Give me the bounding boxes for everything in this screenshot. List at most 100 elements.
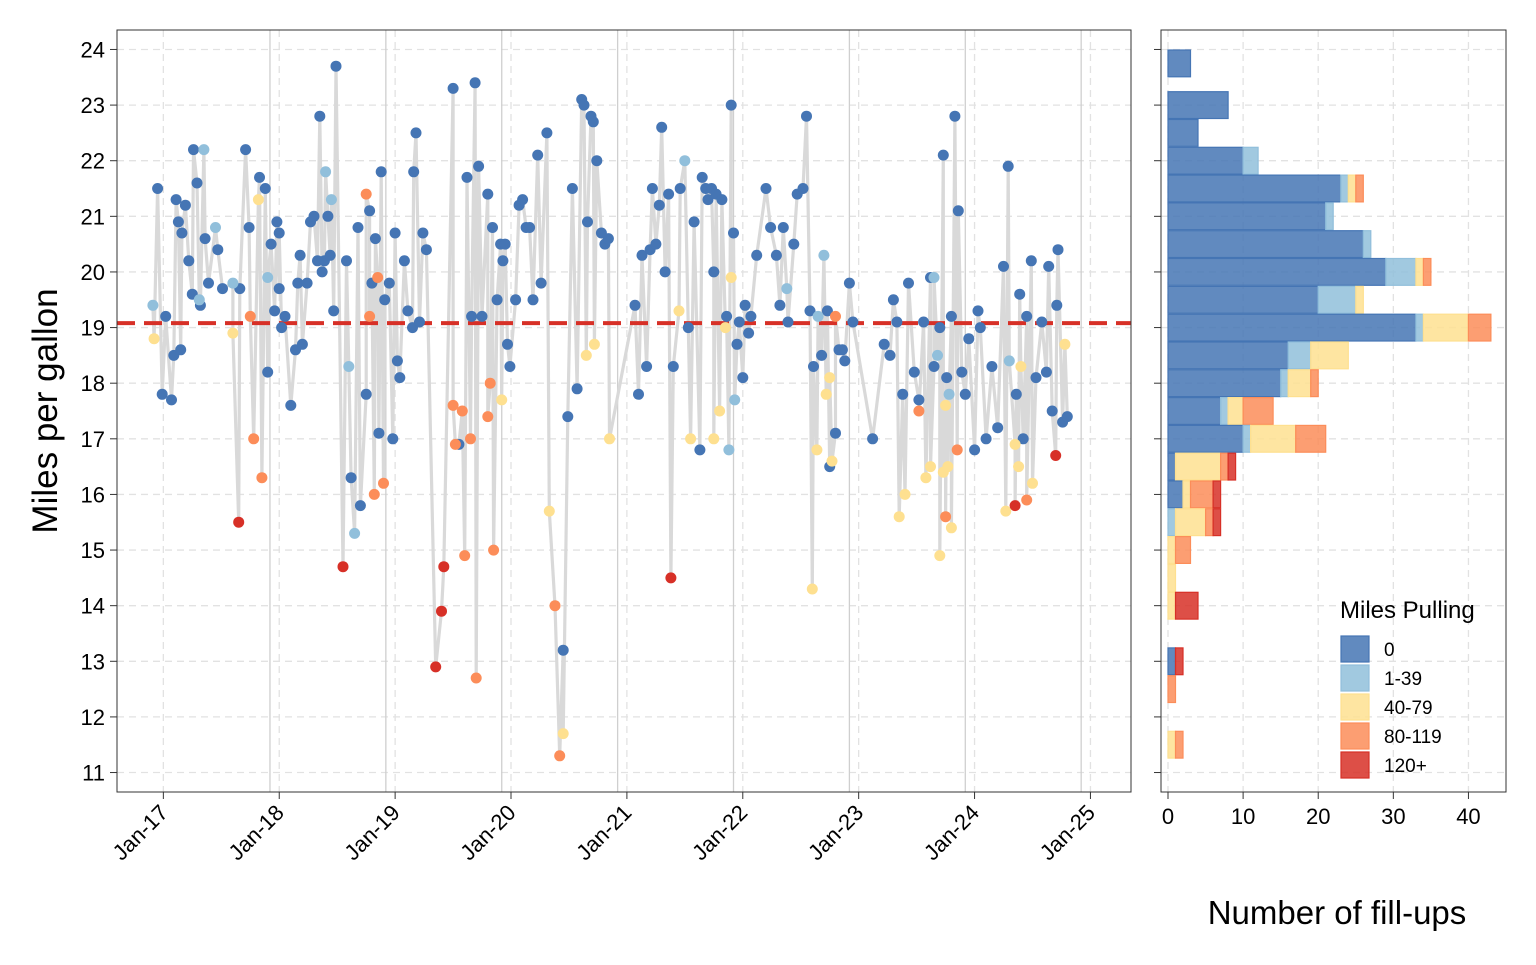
data-point-0 xyxy=(188,144,199,156)
data-point-1-39 xyxy=(325,194,337,206)
data-point-40-79 xyxy=(580,349,592,361)
data-point-0 xyxy=(524,222,536,233)
data-point-0 xyxy=(341,255,352,267)
data-point-0 xyxy=(527,294,539,306)
data-point-0 xyxy=(1051,299,1063,311)
data-point-40-79 xyxy=(588,338,600,350)
data-point-0 xyxy=(633,388,644,400)
data-point-80-119 xyxy=(830,310,841,322)
data-point-120+ xyxy=(1009,500,1021,512)
data-point-0 xyxy=(1061,411,1073,423)
scatter-frame xyxy=(116,29,1132,793)
data-point-0 xyxy=(373,427,385,439)
data-point-80-119 xyxy=(248,433,260,445)
data-point-40-79 xyxy=(708,433,720,445)
data-point-0 xyxy=(497,255,509,267)
data-point-0 xyxy=(836,344,848,356)
data-point-0 xyxy=(972,305,984,317)
data-point-0 xyxy=(487,222,498,233)
data-point-0 xyxy=(1043,260,1055,272)
y-tick-label: 15 xyxy=(81,538,105,563)
data-point-40-79 xyxy=(604,433,615,445)
y-tick-label: 12 xyxy=(81,705,105,730)
data-point-0 xyxy=(980,433,992,445)
hist-bar-0 xyxy=(1167,257,1387,286)
data-point-0 xyxy=(650,238,662,250)
data-point-0 xyxy=(269,305,281,317)
data-point-0 xyxy=(959,388,971,400)
data-point-0 xyxy=(777,222,789,233)
histogram-panel: 0 10 20 30 40 Number of fill-ups Miles Pulli… xyxy=(1154,29,1507,931)
data-point-1-39 xyxy=(723,444,735,456)
y-tick-label: 13 xyxy=(81,649,105,674)
data-point-80-119 xyxy=(447,399,459,411)
hist-bar-0 xyxy=(1167,424,1244,453)
data-point-1-39 xyxy=(932,349,943,361)
hist-bar-80-119 xyxy=(1174,730,1184,759)
data-point-0 xyxy=(739,299,751,311)
data-point-0 xyxy=(839,355,851,367)
data-point-0 xyxy=(541,127,553,139)
data-point-80-119 xyxy=(484,377,496,389)
data-point-0 xyxy=(354,500,366,512)
hist-bar-0 xyxy=(1167,452,1177,481)
data-point-0 xyxy=(420,244,432,256)
data-point-0 xyxy=(285,399,297,411)
y-tick-label: 18 xyxy=(81,371,105,396)
data-point-40-79 xyxy=(925,461,936,473)
legend-label: 40-79 xyxy=(1384,698,1433,719)
data-point-1-39 xyxy=(349,527,361,539)
hist-bar-80-119 xyxy=(1204,508,1214,537)
data-point-0 xyxy=(897,388,909,400)
data-point-80-119 xyxy=(554,750,566,762)
hist-bar-1-39 xyxy=(1325,202,1334,231)
hist-bar-120+ xyxy=(1212,480,1222,509)
data-point-120+ xyxy=(233,516,245,528)
data-point-0 xyxy=(867,433,879,445)
data-point-0 xyxy=(364,205,376,217)
data-point-0 xyxy=(1046,405,1058,417)
data-point-1-39 xyxy=(781,283,793,295)
data-point-0 xyxy=(587,116,599,128)
data-point-0 xyxy=(716,194,728,206)
data-point-0 xyxy=(345,472,357,484)
data-point-0 xyxy=(721,310,733,322)
data-point-0 xyxy=(369,233,381,245)
y-tick-label: 11 xyxy=(82,761,105,786)
data-point-0 xyxy=(602,233,614,245)
data-point-0 xyxy=(491,294,503,306)
data-point-0 xyxy=(571,383,583,395)
data-point-40-79 xyxy=(826,455,838,467)
data-point-0 xyxy=(476,310,488,322)
data-point-0 xyxy=(379,294,391,306)
data-point-0 xyxy=(708,266,720,278)
data-point-0 xyxy=(696,171,708,183)
hist-bar-40-79 xyxy=(1415,257,1425,286)
data-point-0 xyxy=(296,338,308,350)
data-point-0 xyxy=(887,294,899,306)
data-point-40-79 xyxy=(820,388,832,400)
data-point-80-119 xyxy=(465,433,476,445)
data-point-1-39 xyxy=(1003,355,1015,367)
data-point-1-39 xyxy=(679,155,691,167)
data-point-80-119 xyxy=(913,405,925,417)
data-point-0 xyxy=(152,183,164,194)
data-point-1-39 xyxy=(227,277,239,289)
data-point-120+ xyxy=(665,572,677,584)
data-point-0 xyxy=(292,277,304,289)
data-point-120+ xyxy=(436,605,447,617)
data-point-0 xyxy=(276,322,288,334)
hist-bar-0 xyxy=(1167,285,1319,314)
data-point-0 xyxy=(279,310,291,322)
data-point-1-39 xyxy=(198,144,210,156)
data-point-0 xyxy=(473,160,485,172)
data-point-1-39 xyxy=(320,166,332,178)
data-point-80-119 xyxy=(488,544,500,556)
data-point-0 xyxy=(504,361,516,372)
hist-bar-80-119 xyxy=(1295,424,1327,453)
hist-x-tick-label: 30 xyxy=(1381,804,1405,829)
data-point-40-79 xyxy=(725,272,737,283)
data-point-0 xyxy=(330,60,342,72)
data-point-0 xyxy=(908,366,920,378)
data-point-0 xyxy=(183,255,195,267)
